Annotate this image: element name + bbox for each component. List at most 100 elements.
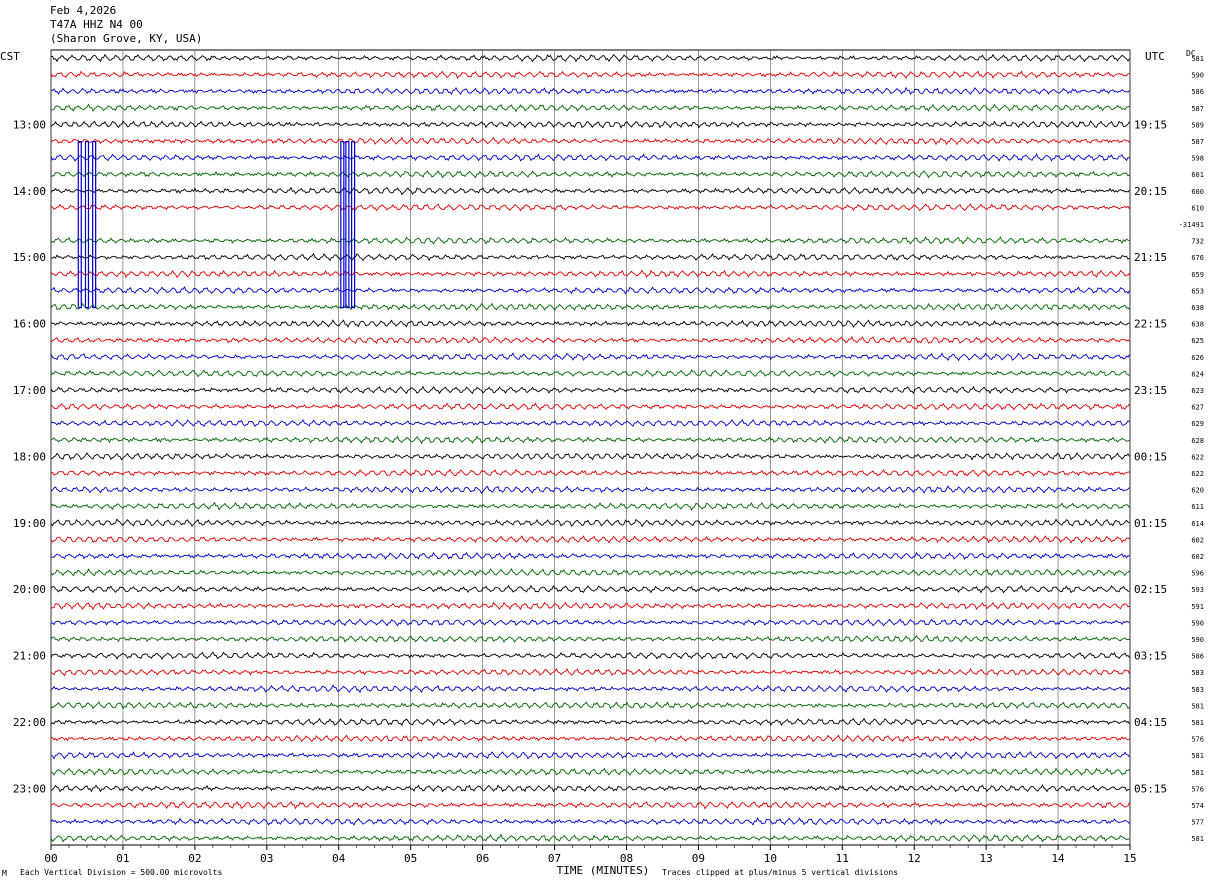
- x-tick-label: 12: [908, 852, 921, 865]
- dc-offset-label: 576: [1191, 785, 1204, 793]
- right-hour-label: 02:15: [1134, 583, 1167, 596]
- dc-offset-label: 627: [1191, 404, 1204, 412]
- dc-offset-label: 624: [1191, 370, 1204, 378]
- dc-offset-label: 590: [1191, 619, 1204, 627]
- seismic-trace: [50, 518, 1130, 528]
- right-hour-label: 21:15: [1134, 251, 1167, 264]
- dc-offset-label: 583: [1191, 686, 1204, 694]
- seismic-trace: [50, 53, 1130, 63]
- left-hour-label: 21:00: [13, 650, 46, 663]
- clipped-spike: [345, 141, 350, 309]
- seismic-trace: [50, 584, 1130, 594]
- corner-mark: M: [2, 869, 7, 878]
- right-hour-label: 22:15: [1134, 318, 1167, 331]
- dc-offset-label: 602: [1191, 553, 1204, 561]
- dc-offset-label: 581: [1191, 55, 1204, 63]
- left-hour-label: 23:00: [13, 782, 46, 795]
- seismic-trace: [50, 186, 1130, 196]
- dc-offset-label: 676: [1191, 254, 1204, 262]
- x-tick-label: 01: [116, 852, 129, 865]
- dc-offset-label: -31491: [1179, 221, 1204, 229]
- dc-offset-label: 581: [1191, 752, 1204, 760]
- seismic-trace: [50, 103, 1130, 113]
- x-tick-label: 04: [332, 852, 346, 865]
- dc-offset-label: 589: [1191, 121, 1204, 129]
- seismic-trace: [50, 734, 1130, 743]
- seismic-trace: [50, 252, 1130, 262]
- seismic-trace: [50, 369, 1130, 378]
- right-hour-label: 19:15: [1134, 118, 1167, 131]
- seismic-trace: [50, 302, 1130, 312]
- dc-offset-label: 732: [1191, 238, 1204, 246]
- x-tick-label: 05: [404, 852, 417, 865]
- left-hour-label: 19:00: [13, 517, 46, 530]
- dc-offset-label: 638: [1191, 304, 1204, 312]
- seismic-trace: [50, 817, 1130, 826]
- seismic-trace: [50, 286, 1130, 295]
- seismic-trace: [50, 684, 1130, 694]
- dc-offset-label: 628: [1191, 437, 1204, 445]
- dc-offset-label: 581: [1191, 719, 1204, 727]
- seismic-trace: [50, 452, 1130, 461]
- left-hour-label: 20:00: [13, 583, 46, 596]
- dc-offset-label: 629: [1191, 420, 1204, 428]
- seismic-trace: [50, 651, 1130, 660]
- left-hour-label: 17:00: [13, 384, 46, 397]
- dc-offset-label: 598: [1191, 155, 1204, 163]
- seismic-trace: [50, 751, 1130, 760]
- seismic-trace: [50, 601, 1130, 611]
- seismic-trace: [50, 783, 1130, 793]
- clipped-spike: [351, 141, 356, 309]
- right-hour-label: 05:15: [1134, 782, 1167, 795]
- dc-offset-label: 586: [1191, 88, 1204, 96]
- seismic-trace: [50, 568, 1130, 577]
- dc-offset-label: 611: [1191, 503, 1204, 511]
- right-hour-label: 04:15: [1134, 716, 1167, 729]
- clipped-spike: [84, 141, 90, 309]
- x-tick-label: 10: [764, 852, 777, 865]
- seismic-trace: [50, 767, 1130, 776]
- station-date: Feb 4,2026: [50, 4, 117, 17]
- seismic-trace: [50, 535, 1130, 544]
- x-axis-label: TIME (MINUTES): [557, 864, 650, 877]
- x-tick-label: 15: [1123, 852, 1136, 865]
- dc-offset-label: 600: [1191, 188, 1204, 196]
- seismic-trace: [50, 86, 1130, 96]
- dc-offset-label: 574: [1191, 802, 1204, 810]
- seismic-trace: [50, 800, 1130, 810]
- dc-offset-label: 581: [1191, 702, 1204, 710]
- station-location: (Sharon Grove, KY, USA): [50, 32, 203, 45]
- seismic-trace: [50, 833, 1130, 843]
- x-tick-label: 00: [44, 852, 57, 865]
- x-tick-label: 06: [476, 852, 489, 865]
- seismic-trace: [50, 667, 1130, 677]
- dc-offset-label: 587: [1191, 138, 1204, 146]
- clipped-spike: [77, 141, 82, 309]
- seismic-trace: [50, 385, 1130, 395]
- seismic-trace: [50, 120, 1130, 129]
- dc-offset-label: 593: [1191, 586, 1204, 594]
- seismic-trace: [50, 618, 1130, 627]
- seismic-trace: [50, 435, 1130, 445]
- plot-frame: [50, 49, 1131, 846]
- dc-offset-label: 583: [1191, 669, 1204, 677]
- seismic-trace: [50, 634, 1130, 643]
- clip-note: Traces clipped at plus/minus 5 vertical …: [662, 868, 899, 877]
- x-tick-label: 08: [620, 852, 633, 865]
- dc-offset-label: 620: [1191, 487, 1204, 495]
- dc-offset-label: 601: [1191, 171, 1204, 179]
- dc-offset-label: 590: [1191, 636, 1204, 644]
- dc-offset-label: 591: [1191, 603, 1204, 611]
- x-tick-label: 07: [548, 852, 561, 865]
- seismic-trace: [50, 319, 1130, 328]
- right-hour-label: 01:15: [1134, 517, 1167, 530]
- left-hour-label: 18:00: [13, 450, 46, 463]
- left-hour-label: 13:00: [13, 118, 46, 131]
- seismic-trace: [50, 136, 1130, 146]
- dc-offset-label: 659: [1191, 271, 1204, 279]
- dc-offset-label: 602: [1191, 536, 1204, 544]
- x-tick-label: 13: [980, 852, 993, 865]
- dc-label: DC: [1186, 49, 1196, 58]
- dc-offset-label: 614: [1191, 520, 1204, 528]
